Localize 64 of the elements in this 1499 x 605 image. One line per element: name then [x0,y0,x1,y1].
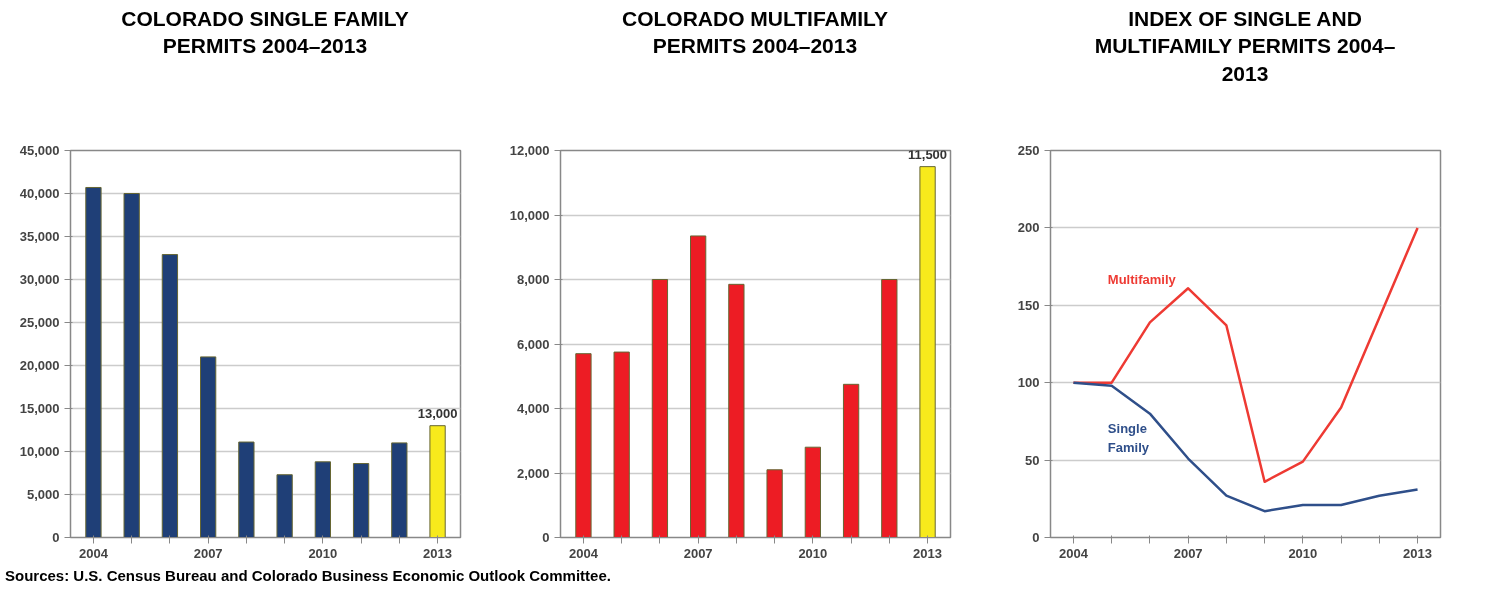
x-tick-label: 2013 [913,545,943,561]
bar [352,463,370,538]
x-tick-label: 2007 [1173,545,1203,561]
y-tick-label: 2,000 [516,465,550,481]
bar [85,186,102,538]
y-tick-label: 0 [1032,530,1040,545]
y-tick-label: 0 [52,530,60,545]
bar [391,442,408,538]
y-tick-label: 12,000 [509,143,550,158]
y-tick-label: 45,000 [19,143,60,158]
bar [919,166,936,538]
bar [575,353,592,538]
x-tick-label: 2007 [193,545,223,561]
bar [123,193,140,538]
source-note: Sources: U.S. Census Bureau and Colorado Business Economic Outlook Committee. [5,566,611,586]
x-tick-label: 2004 [1058,545,1089,561]
bar [804,446,821,538]
bar [276,474,293,538]
bar [429,425,446,538]
y-tick-label: 15,000 [19,401,60,416]
series-label: Single Family [1107,420,1150,456]
x-tick-label: 2004 [78,545,109,561]
y-tick-label: 100 [1017,375,1040,391]
chart-title: COLORADO MULTIFAMILY PERMITS 2004–2013 [621,6,889,60]
chart-title: INDEX OF SINGLE AND MULTIFAMILY PERMITS 2004–2013 [1093,6,1397,87]
bar [161,254,179,538]
y-tick-label: 6,000 [516,336,550,352]
bar [651,279,669,538]
y-tick-label: 200 [1017,220,1040,236]
x-tick-label: 2010 [798,545,828,561]
chart-title: COLORADO SINGLE FAMILY PERMITS 2004–2013 [120,6,410,60]
y-tick-label: 10,000 [509,207,550,223]
y-tick-label: 35,000 [19,229,60,244]
y-tick-label: 8,000 [516,272,550,287]
y-tick-label: 0 [542,530,550,545]
series-label: Multifamily [1107,271,1177,287]
y-tick-label: 50 [1025,452,1040,468]
y-tick-label: 30,000 [19,272,60,287]
bar [314,461,331,538]
y-tick-label: 250 [1017,143,1040,158]
x-tick-label: 2010 [308,545,338,561]
y-tick-label: 40,000 [19,186,60,201]
x-tick-label: 2013 [423,545,453,561]
x-tick-label: 2007 [683,545,713,561]
x-tick-label: 2010 [1288,545,1318,561]
data-label: 13,000 [417,405,458,421]
x-tick-label: 2013 [1403,545,1433,561]
bar [728,283,745,538]
y-tick-label: 10,000 [19,444,60,459]
line-series [1072,381,1419,513]
y-tick-label: 4,000 [516,401,550,416]
y-tick-label: 25,000 [19,315,60,330]
x-tick-label: 2004 [568,545,599,561]
bar [200,356,217,538]
y-tick-label: 150 [1017,297,1040,313]
bar [690,235,707,538]
bar [613,351,630,538]
line-series [1072,226,1419,484]
bar [842,383,860,538]
bar [881,279,898,538]
y-tick-label: 5,000 [26,487,60,502]
y-tick-label: 20,000 [19,358,60,373]
bar [766,469,783,538]
bar [238,441,255,538]
